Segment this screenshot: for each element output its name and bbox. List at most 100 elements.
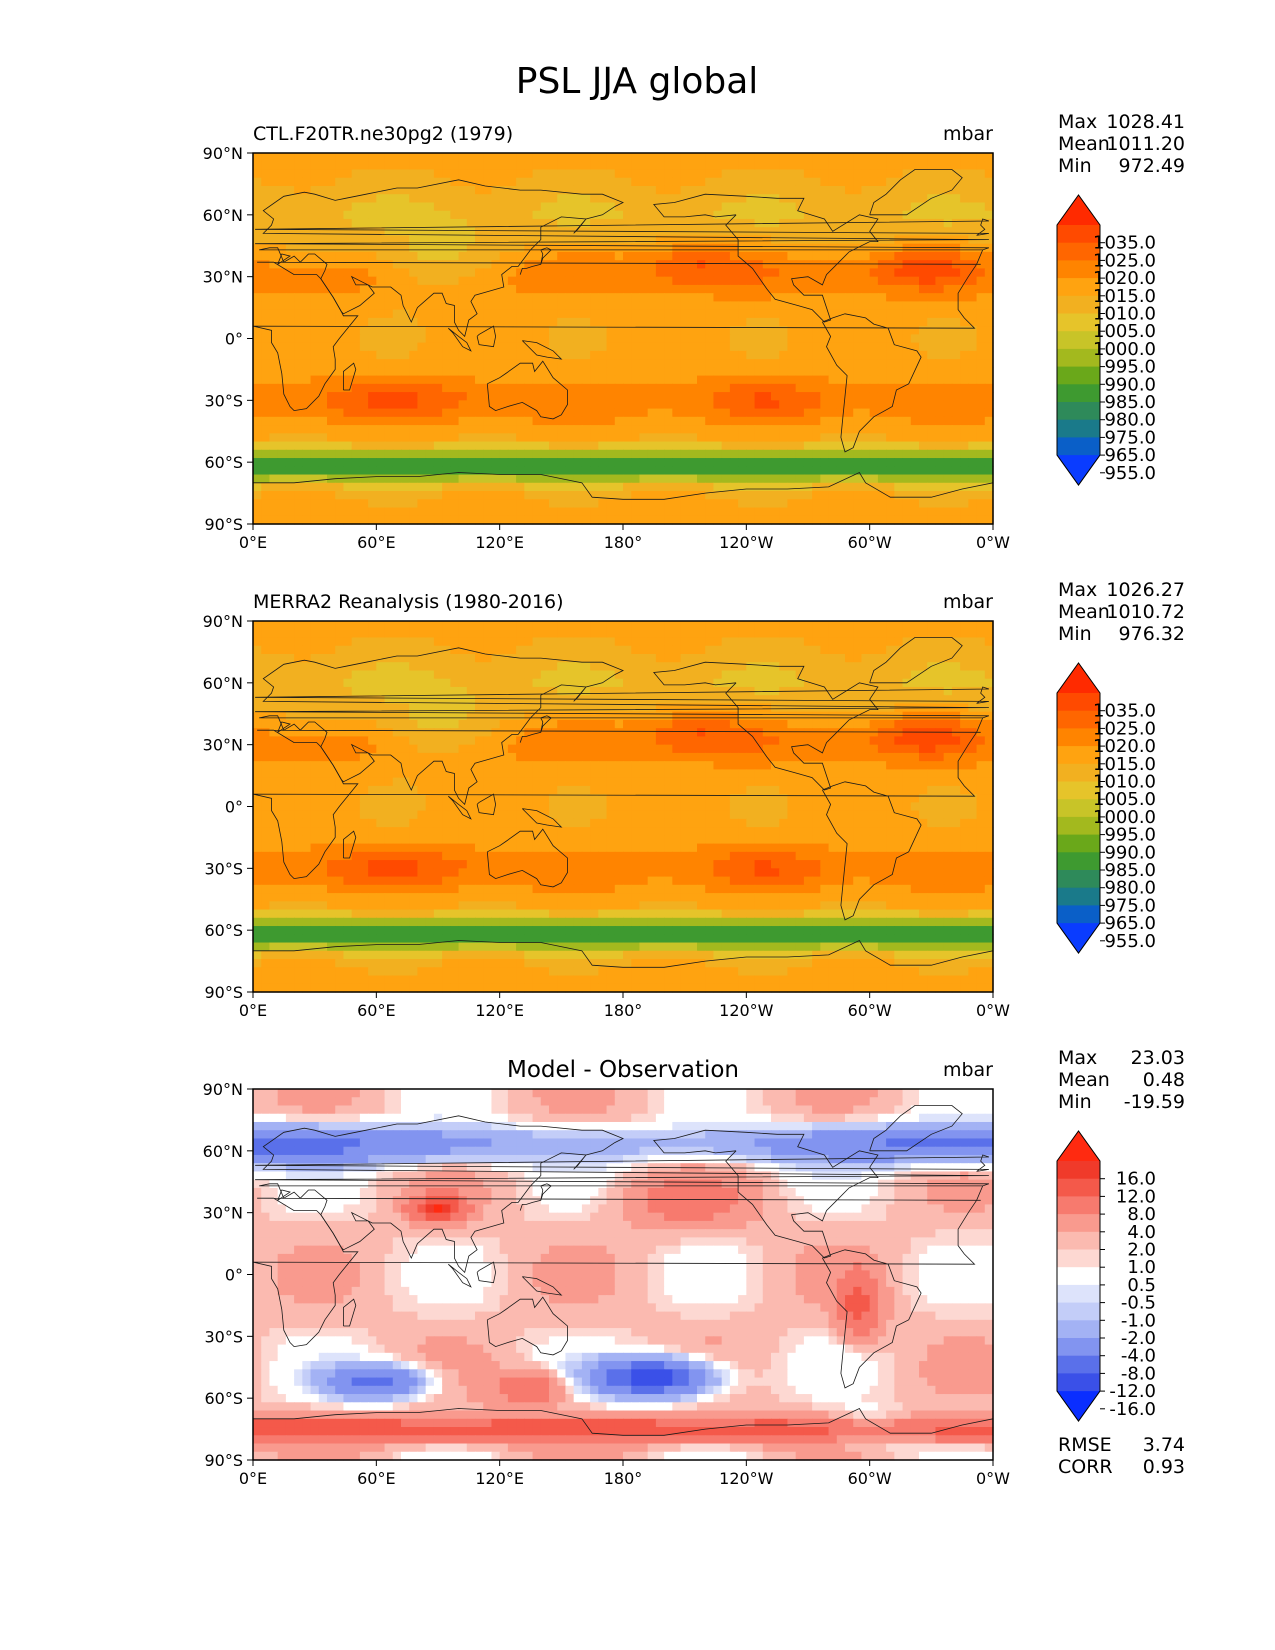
map-cell — [475, 416, 484, 426]
map-cell — [639, 293, 649, 302]
map-cell — [746, 662, 756, 672]
map-cell — [614, 425, 624, 434]
map-cell — [910, 210, 920, 220]
map-cell — [475, 301, 484, 311]
map-cell — [738, 507, 747, 517]
map-cell — [343, 515, 353, 525]
map-cell — [639, 416, 649, 426]
map-cell — [302, 695, 312, 705]
map-cell — [771, 317, 780, 327]
map-cell — [507, 293, 517, 302]
map-cell — [598, 425, 608, 434]
map-cell — [524, 507, 534, 517]
map-cell — [450, 268, 460, 278]
map-cell — [327, 678, 336, 688]
map-cell — [902, 153, 912, 162]
map-cell — [869, 383, 879, 393]
map-cell — [335, 317, 345, 327]
map-cell — [886, 334, 895, 344]
map-cell — [581, 416, 591, 426]
map-cell — [976, 383, 986, 393]
map-cell — [343, 177, 353, 187]
map-cell — [343, 433, 353, 443]
map-cell — [318, 227, 328, 237]
map-cell — [754, 491, 764, 500]
map-cell — [729, 317, 739, 327]
map-cell — [392, 499, 402, 509]
map-cell — [886, 474, 895, 484]
map-cell — [392, 251, 402, 261]
map-cell — [845, 268, 854, 278]
map-cell — [368, 359, 377, 368]
map-cell — [294, 449, 303, 459]
map-cell — [606, 235, 616, 245]
map-cell — [335, 653, 345, 663]
map-cell — [935, 408, 945, 418]
map-cell — [812, 383, 821, 393]
map-cell — [910, 629, 920, 639]
map-cell — [507, 317, 517, 327]
map-cell — [581, 251, 591, 261]
map-cell — [491, 235, 501, 245]
map-cell — [729, 686, 739, 696]
map-cell — [705, 161, 715, 171]
map-cell — [310, 268, 320, 278]
map-cell — [836, 678, 846, 688]
map-cell — [647, 686, 657, 696]
map-cell — [655, 416, 665, 426]
map-cell — [812, 194, 821, 204]
map-cell — [277, 383, 287, 393]
map-cell — [902, 433, 912, 443]
map-cell — [524, 670, 534, 680]
map-cell — [499, 243, 509, 253]
map-cell — [425, 645, 435, 655]
map-cell — [647, 359, 657, 368]
map-cell — [285, 507, 295, 517]
map-cell — [549, 466, 558, 476]
map-cell — [639, 326, 649, 335]
map-cell — [705, 375, 715, 385]
map-cell — [631, 645, 641, 655]
map-cell — [475, 293, 484, 302]
map-cell — [450, 408, 460, 418]
map-cell — [351, 210, 361, 220]
map-cell — [902, 662, 912, 672]
map-cell — [458, 367, 468, 377]
map-cell — [647, 235, 657, 245]
map-cell — [392, 169, 402, 179]
map-cell — [762, 466, 772, 476]
map-cell — [935, 416, 945, 426]
map-cell — [779, 326, 789, 335]
map-cell — [779, 276, 789, 286]
map-cell — [861, 662, 871, 672]
map-cell — [820, 408, 830, 418]
map-cell — [310, 662, 320, 672]
map-cell — [655, 482, 665, 492]
map-cell — [458, 629, 468, 639]
map-cell — [540, 441, 550, 451]
map-cell — [409, 433, 419, 443]
map-cell — [253, 218, 262, 228]
map-cell — [631, 515, 641, 525]
map-cell — [540, 433, 550, 443]
map-cell — [721, 686, 731, 696]
map-cell — [565, 177, 575, 187]
map-cell — [631, 309, 641, 319]
map-cell — [458, 433, 468, 443]
map-cell — [524, 425, 534, 434]
map-cell — [697, 169, 706, 179]
map-cell — [351, 350, 361, 360]
map-cell — [836, 637, 846, 647]
map-cell — [442, 441, 451, 451]
map-cell — [302, 653, 312, 663]
map-cell — [935, 326, 945, 335]
map-cell — [294, 161, 303, 171]
map-cell — [285, 161, 295, 171]
map-cell — [713, 458, 723, 467]
map-cell — [688, 653, 698, 663]
map-cell — [853, 466, 863, 476]
map-cell — [894, 449, 904, 459]
map-cell — [729, 474, 739, 484]
map-cell — [927, 645, 937, 655]
map-cell — [820, 678, 830, 688]
